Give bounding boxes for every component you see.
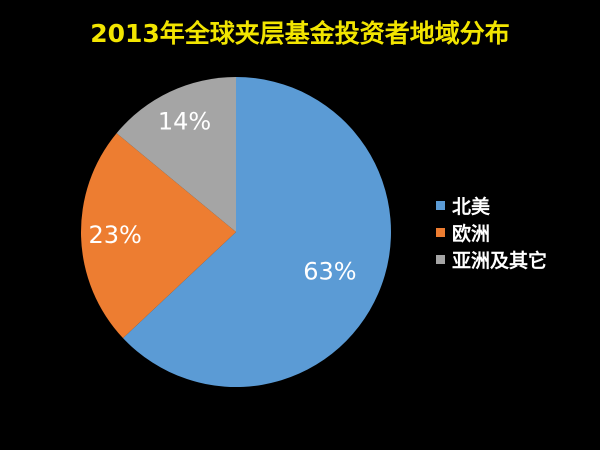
legend-item-north-america: 北美 [436, 192, 547, 218]
legend-item-asia-other: 亚洲及其它 [436, 246, 547, 272]
chart-title: 2013年全球夹层基金投资者地域分布 [90, 19, 510, 48]
legend-item-europe: 欧洲 [436, 219, 547, 245]
legend-label-europe: 欧洲 [452, 222, 491, 245]
pie-label-north-america: 63% [303, 258, 356, 286]
legend-swatch-north-america [436, 200, 445, 210]
pie-slice-north-america [123, 77, 392, 387]
legend-swatch-asia-other [436, 254, 445, 264]
legend-label-north-america: 北美 [452, 195, 491, 218]
pie-slice-europe [81, 133, 236, 339]
pie-label-europe: 23% [88, 221, 141, 249]
pie-slice-asia-other [116, 77, 236, 232]
chart-legend: 北美 欧洲 亚洲及其它 [436, 192, 547, 273]
legend-label-asia-other: 亚洲及其它 [452, 249, 548, 272]
legend-swatch-europe [436, 227, 445, 237]
pie-label-asia-other: 14% [158, 108, 211, 136]
